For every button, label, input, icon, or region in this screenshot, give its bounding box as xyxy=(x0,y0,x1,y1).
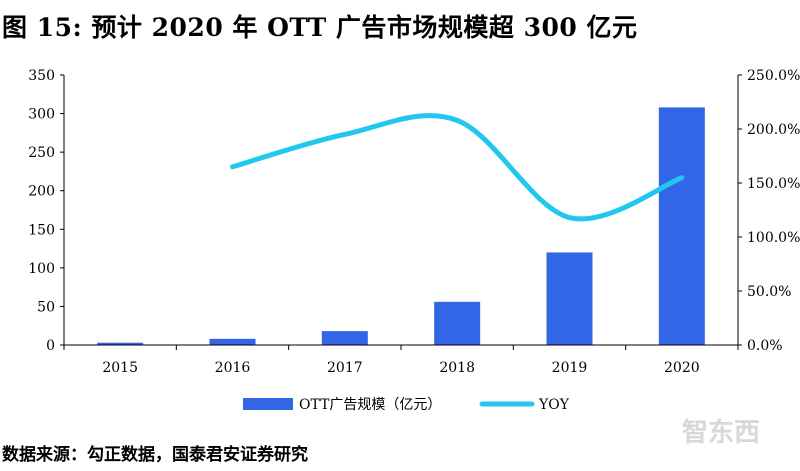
bar-2016 xyxy=(209,338,256,345)
bar-2020 xyxy=(658,107,705,346)
y-left-tick-label: 350 xyxy=(28,68,55,84)
bar-2017 xyxy=(321,331,368,345)
legend-label-line: YOY xyxy=(538,397,570,413)
x-tick-label: 2018 xyxy=(439,360,475,376)
bar-2018 xyxy=(434,301,481,345)
bar-2019 xyxy=(546,252,593,345)
legend-label-bar: OTT广告规模（亿元） xyxy=(299,397,441,413)
x-tick-label: 2017 xyxy=(327,360,363,376)
x-tick-label: 2016 xyxy=(215,360,251,376)
y-left-tick-label: 100 xyxy=(28,261,55,277)
y-left-tick-label: 150 xyxy=(28,222,55,238)
y-right-tick-label: 150.0% xyxy=(747,176,800,192)
y-right-tick-label: 100.0% xyxy=(747,230,800,246)
y-left-tick-label: 250 xyxy=(28,145,55,161)
y-right-tick-label: 200.0% xyxy=(747,122,800,138)
y-right-tick-label: 50.0% xyxy=(747,284,791,300)
x-tick-label: 2019 xyxy=(552,360,588,376)
x-tick-label: 2015 xyxy=(102,360,138,376)
chart-title: 图 15: 预计 2020 年 OTT 广告市场规模超 300 亿元 xyxy=(2,13,638,42)
y-left-tick-label: 200 xyxy=(28,184,55,200)
yoy-line xyxy=(230,113,685,222)
x-tick-label: 2020 xyxy=(664,360,700,376)
y-left-tick-label: 0 xyxy=(46,338,55,354)
y-left-tick-label: 50 xyxy=(37,299,55,315)
chart-source: 数据来源：勾正数据，国泰君安证券研究 xyxy=(2,445,308,465)
y-left-tick-label: 300 xyxy=(28,107,55,123)
bar-2015 xyxy=(97,342,144,345)
watermark: 智东西 xyxy=(682,418,761,448)
y-right-tick-label: 250.0% xyxy=(747,68,800,84)
y-right-tick-label: 0.0% xyxy=(747,338,783,354)
legend-swatch-bar xyxy=(243,398,293,410)
